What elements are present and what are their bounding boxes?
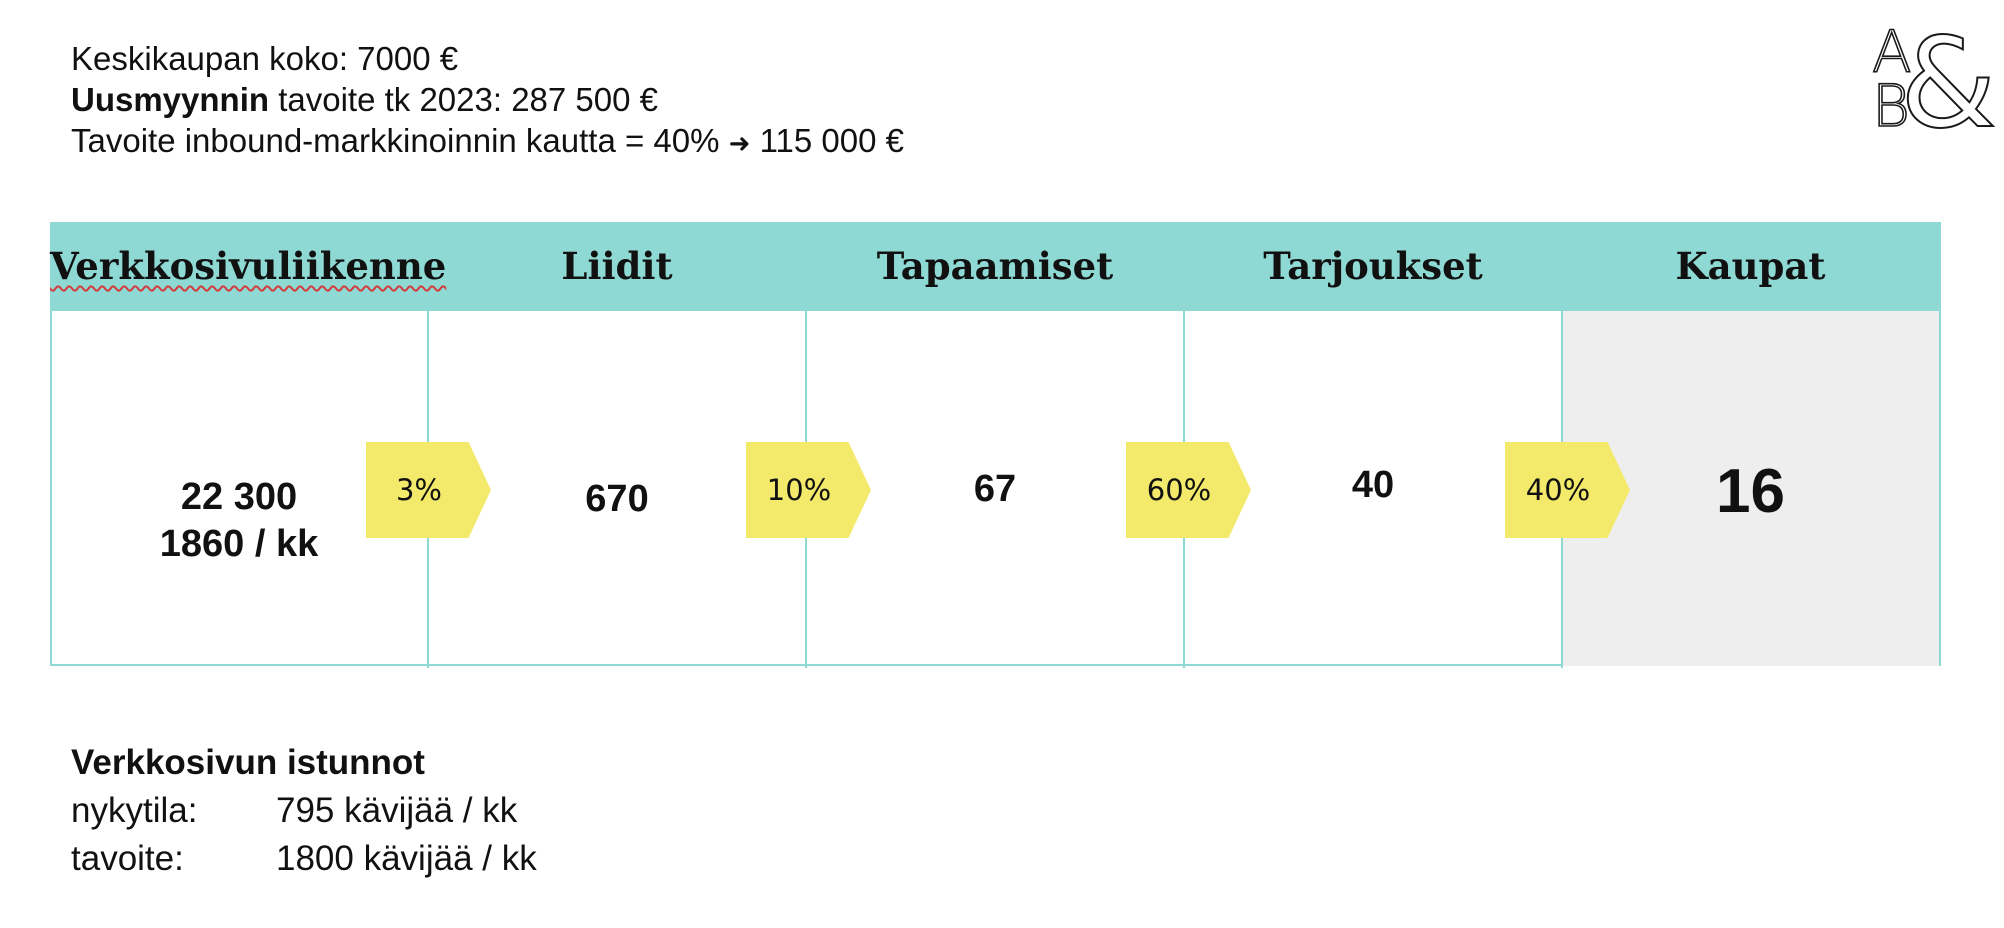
sessions-current-value: 795 kävijää / kk xyxy=(276,791,518,830)
inbound-target-part2: 115 000 € xyxy=(750,122,904,159)
conversion-rate-badge: 40% xyxy=(1505,442,1630,538)
conversion-rate-badge: 3% xyxy=(366,442,491,538)
stage-header-traffic-label: Verkkosivuliikenne xyxy=(50,244,447,288)
traffic-total: 22 300 xyxy=(180,476,298,518)
ampersand-logo-icon: A B & xyxy=(1871,14,1998,132)
stage-value-deals: 16 xyxy=(1716,457,1785,526)
funnel-header-bar xyxy=(50,222,1941,311)
sales-funnel: Verkkosivuliikenne Liidit Tapaamiset Tar… xyxy=(50,222,1941,668)
sessions-current-row: nykytila: 795 kävijää / kk xyxy=(71,787,537,835)
conversion-rate-badge: 10% xyxy=(746,442,871,538)
stage-header-deals: Kaupat xyxy=(1675,244,1826,288)
conversion-rate-badge: 60% xyxy=(1126,442,1251,538)
logo-ampersand: & xyxy=(1900,14,1997,132)
average-deal-size: Keskikaupan koko: 7000 € xyxy=(71,40,459,77)
new-sales-rest: tavoite tk 2023: 287 500 € xyxy=(269,81,659,118)
conversion-rate-meetings-offers: 60% xyxy=(1146,473,1212,507)
website-sessions: Verkkosivun istunnot nykytila: 795 kävijä… xyxy=(71,739,537,883)
sessions-target-row: tavoite: 1800 kävijää / kk xyxy=(71,835,537,883)
conversion-rate-traffic-leads: 3% xyxy=(395,473,442,507)
stage-value-offers: 40 xyxy=(1351,464,1395,506)
stage-value-leads: 670 xyxy=(585,478,649,520)
stage-header-leads: Liidit xyxy=(561,244,673,288)
inbound-target: Tavoite inbound-markkinoinnin kautta = 4… xyxy=(71,120,904,164)
new-sales-target: Uusmyynnin tavoite tk 2023: 287 500 € xyxy=(71,79,904,120)
conversion-rate-leads-meetings: 10% xyxy=(766,473,832,507)
arrow-right-icon: ➜ xyxy=(728,128,751,158)
sessions-title: Verkkosivun istunnot xyxy=(71,743,425,782)
stage-value-meetings: 67 xyxy=(973,468,1017,510)
conversion-rate-offers-deals: 40% xyxy=(1525,473,1591,507)
inbound-target-part1: Tavoite inbound-markkinoinnin kautta = 4… xyxy=(71,122,729,159)
stage-header-traffic: Verkkosivuliikenne xyxy=(50,222,446,311)
sessions-target-value: 1800 kävijää / kk xyxy=(276,839,537,878)
sessions-target-label: tavoite: xyxy=(71,839,184,878)
new-sales-bold: Uusmyynnin xyxy=(71,81,270,118)
sessions-current-label: nykytila: xyxy=(71,791,198,830)
traffic-monthly: 1860 / kk xyxy=(159,523,319,565)
stage-header-meetings: Tapaamiset xyxy=(876,244,1114,288)
stage-header-offers: Tarjoukset xyxy=(1263,244,1483,288)
logo-letter-a: A xyxy=(1872,18,1912,86)
logo-letter-b: B xyxy=(1872,72,1910,132)
intro-text: Keskikaupan koko: 7000 € Uusmyynnin tavo… xyxy=(71,38,904,164)
stage-value-traffic: 22 300 1860 / kk xyxy=(50,474,428,568)
